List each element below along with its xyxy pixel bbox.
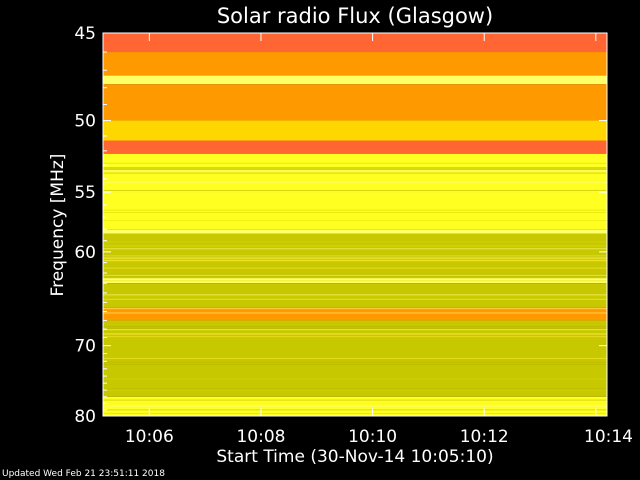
noise-stripe	[103, 257, 607, 259]
noise-stripe	[103, 245, 607, 247]
noise-stripe	[103, 329, 607, 331]
frequency-band	[103, 229, 607, 234]
x-tick-label: 10:12	[460, 427, 509, 447]
frequency-band	[103, 84, 607, 121]
x-tick-label: 10:06	[125, 427, 174, 447]
noise-stripe	[103, 363, 607, 365]
noise-stripe	[103, 298, 607, 300]
y-tick-label: 45	[74, 24, 96, 44]
noise-stripe	[103, 389, 607, 391]
plot-frame	[102, 32, 608, 417]
noise-stripe	[103, 399, 607, 401]
y-tick-label: 80	[74, 407, 96, 427]
noise-stripe	[103, 277, 607, 279]
y-axis-label: Frequency [MHz]	[48, 154, 68, 297]
noise-stripe	[103, 162, 607, 164]
noise-stripe	[103, 209, 607, 211]
noise-stripe	[103, 357, 607, 359]
frequency-band	[103, 75, 607, 85]
noise-stripe	[103, 211, 607, 213]
noise-stripe	[103, 409, 607, 411]
noise-stripe	[103, 248, 607, 250]
noise-stripe	[103, 333, 607, 335]
noise-stripe	[103, 189, 607, 191]
noise-stripe	[103, 326, 607, 328]
frequency-band	[103, 153, 607, 230]
noise-stripe	[103, 267, 607, 269]
noise-stripe	[103, 244, 607, 246]
noise-stripe	[103, 172, 607, 174]
frequency-band	[103, 52, 607, 76]
updated-timestamp: Updated Wed Feb 21 23:51:11 2018	[2, 469, 165, 479]
noise-stripe	[103, 295, 607, 297]
noise-stripe	[103, 241, 607, 243]
frequency-band	[103, 306, 607, 321]
x-axis-ticks: 10:06 10:08 10:10 10:12 10:14	[125, 33, 633, 447]
noise-stripe	[103, 276, 607, 278]
noise-stripe	[103, 406, 607, 408]
noise-stripe	[103, 312, 607, 314]
noise-stripe	[103, 378, 607, 380]
y-tick-label: 55	[74, 183, 96, 203]
noise-stripe	[103, 327, 607, 329]
noise-stripe	[103, 220, 607, 222]
noise-stripe	[103, 273, 607, 275]
chart-title: Solar radio Flux (Glasgow)	[217, 4, 493, 28]
noise-stripe	[103, 221, 607, 223]
noise-stripe	[103, 402, 607, 404]
noise-stripe	[103, 412, 607, 414]
noise-stripe	[103, 258, 607, 260]
x-axis-label: Start Time (30-Nov-14 10:05:10)	[216, 447, 493, 467]
noise-stripe	[103, 388, 607, 390]
y-tick-label: 50	[74, 112, 96, 132]
plot-area	[103, 33, 607, 416]
y-tick-label: 70	[74, 337, 96, 357]
y-tick-label: 60	[74, 243, 96, 263]
noise-stripe	[103, 182, 607, 184]
frequency-band	[103, 33, 607, 53]
noise-stripe	[103, 274, 607, 276]
noise-stripe	[103, 294, 607, 296]
frequency-band	[103, 140, 607, 154]
y-axis-ticks: 45 50 55 60 70 80	[74, 24, 607, 427]
noise-stripe	[103, 280, 607, 282]
noise-stripe	[103, 191, 607, 193]
x-tick-label: 10:08	[236, 427, 285, 447]
x-tick-label: 10:10	[348, 427, 397, 447]
noise-stripe	[103, 170, 607, 172]
noise-stripe	[103, 361, 607, 363]
x-tick-label: 10:14	[584, 427, 633, 447]
noise-stripe	[103, 169, 607, 171]
noise-stripe	[103, 336, 607, 338]
noise-stripe	[103, 167, 607, 169]
noise-stripe	[103, 255, 607, 257]
noise-stripe	[103, 308, 607, 310]
frequency-band	[103, 120, 607, 141]
noise-stripe	[103, 260, 607, 262]
